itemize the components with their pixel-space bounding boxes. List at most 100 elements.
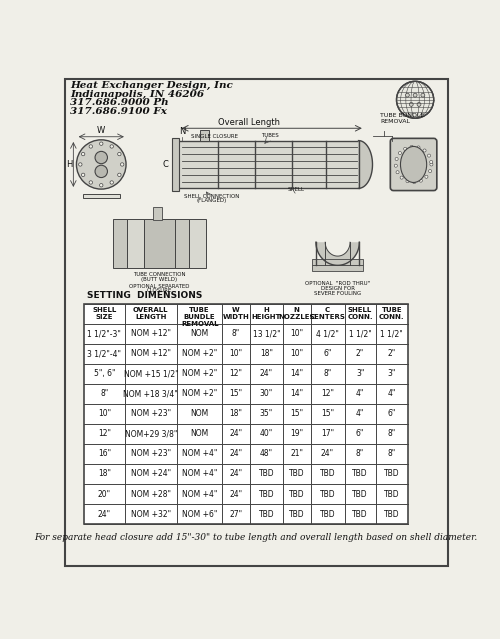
Circle shape (394, 164, 398, 167)
Text: NOM: NOM (190, 329, 209, 339)
Text: OPTIONAL  "ROD THRU": OPTIONAL "ROD THRU" (305, 281, 370, 286)
Circle shape (100, 183, 103, 187)
FancyBboxPatch shape (84, 304, 408, 524)
Text: 4 1/2": 4 1/2" (316, 329, 339, 339)
FancyBboxPatch shape (172, 137, 179, 192)
Text: TUBE CONNECTION: TUBE CONNECTION (133, 272, 186, 277)
FancyBboxPatch shape (153, 207, 162, 220)
Text: 5", 6": 5", 6" (94, 369, 115, 378)
Text: NOM +2": NOM +2" (182, 350, 218, 358)
Text: For separate head closure add 15"-30" to tube length and overall length based on: For separate head closure add 15"-30" to… (34, 534, 478, 543)
Circle shape (430, 160, 433, 164)
Text: 27": 27" (230, 509, 242, 518)
Text: SHELL
CONN.: SHELL CONN. (348, 307, 373, 320)
Circle shape (110, 181, 114, 184)
FancyBboxPatch shape (200, 130, 209, 141)
FancyBboxPatch shape (113, 219, 127, 268)
Text: TUBE
BUNDLE
REMOVAL: TUBE BUNDLE REMOVAL (181, 307, 218, 327)
Text: TBD: TBD (352, 470, 368, 479)
Text: Indianapolis, IN 46206: Indianapolis, IN 46206 (70, 89, 204, 98)
Text: W
WIDTH: W WIDTH (222, 307, 250, 320)
Text: TBD: TBD (320, 470, 336, 479)
Text: 3": 3" (356, 369, 364, 378)
FancyBboxPatch shape (82, 194, 120, 198)
Circle shape (425, 175, 428, 178)
Text: TBD: TBD (352, 489, 368, 498)
Text: TBD: TBD (288, 470, 304, 479)
Text: NOM +32": NOM +32" (131, 509, 171, 518)
FancyBboxPatch shape (127, 219, 144, 268)
FancyBboxPatch shape (144, 219, 175, 268)
Text: 18": 18" (260, 350, 273, 358)
Text: 3": 3" (388, 369, 396, 378)
Text: 8": 8" (324, 369, 332, 378)
Text: H
HEIGHT: H HEIGHT (252, 307, 281, 320)
Circle shape (410, 145, 414, 148)
Circle shape (395, 157, 398, 160)
Circle shape (420, 179, 422, 182)
Circle shape (417, 146, 420, 149)
Text: SETTING  DIMENSIONS: SETTING DIMENSIONS (88, 291, 202, 300)
Circle shape (410, 102, 413, 106)
Text: H: H (66, 160, 72, 169)
Circle shape (78, 163, 82, 166)
Circle shape (421, 93, 425, 97)
Circle shape (82, 152, 85, 156)
Circle shape (430, 163, 433, 166)
Circle shape (89, 181, 92, 184)
Text: NOM +28": NOM +28" (131, 489, 171, 498)
Text: 1 1/2"-3": 1 1/2"-3" (88, 329, 122, 339)
Circle shape (110, 145, 114, 148)
Text: TBD: TBD (384, 470, 400, 479)
Text: SHELL CONNECTION: SHELL CONNECTION (184, 194, 239, 199)
Text: 2": 2" (388, 350, 396, 358)
Text: TBD: TBD (384, 509, 400, 518)
Text: 12": 12" (321, 389, 334, 399)
Text: TBD: TBD (320, 489, 336, 498)
Text: 4": 4" (356, 389, 364, 399)
Text: 2": 2" (356, 350, 364, 358)
Text: 3 1/2"-4": 3 1/2"-4" (88, 350, 122, 358)
Circle shape (118, 173, 121, 176)
Circle shape (76, 140, 126, 189)
Text: 48": 48" (260, 449, 273, 458)
Text: TBD: TBD (288, 509, 304, 518)
Circle shape (120, 163, 124, 166)
Circle shape (404, 147, 407, 150)
Circle shape (417, 102, 421, 106)
Circle shape (412, 181, 416, 183)
Text: 4": 4" (356, 410, 364, 419)
Text: 14": 14" (290, 369, 303, 378)
Circle shape (400, 176, 403, 179)
Text: 8": 8" (356, 449, 364, 458)
FancyBboxPatch shape (312, 265, 363, 271)
Text: 15": 15" (230, 389, 242, 399)
Circle shape (95, 166, 108, 178)
Text: 8": 8" (232, 329, 240, 339)
Text: 10": 10" (230, 350, 242, 358)
Text: 1 1/2": 1 1/2" (380, 329, 403, 339)
Text: 12": 12" (98, 429, 111, 438)
Text: C
CENTERS: C CENTERS (310, 307, 346, 320)
Text: TUBE
CONN.: TUBE CONN. (379, 307, 404, 320)
Text: 317.686.9100 Fx: 317.686.9100 Fx (70, 107, 167, 116)
Circle shape (428, 169, 432, 173)
Text: 19": 19" (290, 429, 303, 438)
Text: 40": 40" (260, 429, 273, 438)
Text: TBD: TBD (258, 509, 274, 518)
Circle shape (100, 142, 103, 145)
Text: NOM: NOM (190, 429, 209, 438)
Text: NOM: NOM (190, 410, 209, 419)
Text: 6": 6" (324, 350, 332, 358)
Text: W: W (97, 126, 106, 135)
Circle shape (406, 180, 409, 183)
Text: TBD: TBD (258, 489, 274, 498)
Text: 21": 21" (290, 449, 303, 458)
Text: 4": 4" (388, 389, 396, 399)
Circle shape (396, 171, 399, 174)
Text: NOM +23": NOM +23" (131, 410, 171, 419)
Text: 24": 24" (321, 449, 334, 458)
Text: NOM +12": NOM +12" (131, 350, 171, 358)
Text: NOM +4": NOM +4" (182, 470, 218, 479)
Text: 14": 14" (290, 389, 303, 399)
